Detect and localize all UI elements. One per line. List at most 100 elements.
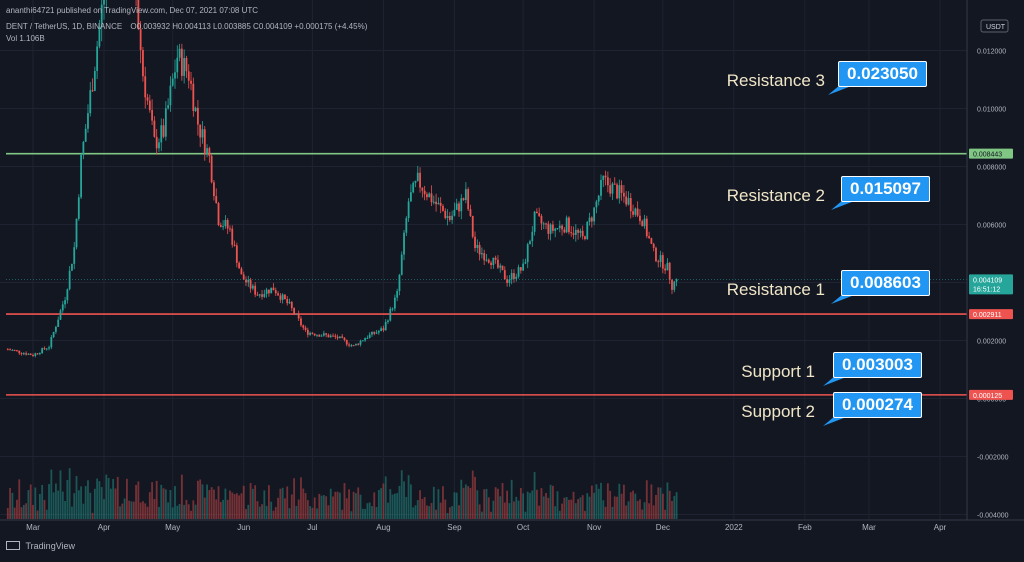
candle-body[interactable]: [137, 0, 140, 30]
candle-body[interactable]: [82, 141, 85, 155]
annotation-value-callout[interactable]: 0.003003: [833, 352, 922, 378]
candle-body[interactable]: [68, 270, 71, 290]
candle-body[interactable]: [568, 217, 570, 233]
candle-body[interactable]: [549, 224, 552, 234]
candle-body[interactable]: [426, 194, 428, 198]
candle-body[interactable]: [483, 253, 486, 261]
candle-body[interactable]: [261, 294, 263, 297]
candle-body[interactable]: [588, 217, 591, 222]
candle-body[interactable]: [485, 259, 488, 261]
candle-body[interactable]: [526, 244, 529, 263]
annotation-value-callout[interactable]: 0.000274: [833, 392, 922, 418]
candle-body[interactable]: [322, 333, 325, 336]
candle-body[interactable]: [510, 273, 513, 280]
candle-body[interactable]: [180, 48, 183, 76]
candle-body[interactable]: [515, 276, 518, 279]
candle-body[interactable]: [206, 148, 208, 155]
candle-body[interactable]: [6, 349, 9, 351]
candle-body[interactable]: [64, 300, 66, 305]
candle-body[interactable]: [382, 328, 385, 331]
candle-body[interactable]: [258, 294, 261, 296]
candle-body[interactable]: [302, 325, 305, 328]
candle-body[interactable]: [247, 279, 250, 283]
symbol-title[interactable]: DENT / TetherUS, 1D, BINANCE: [6, 22, 123, 31]
candle-body[interactable]: [419, 172, 421, 188]
candle-body[interactable]: [268, 289, 270, 294]
candle-body[interactable]: [453, 209, 456, 216]
candle-body[interactable]: [84, 128, 87, 142]
candle-body[interactable]: [542, 223, 545, 225]
candle-body[interactable]: [235, 245, 238, 263]
candle-body[interactable]: [213, 182, 215, 197]
tradingview-brand[interactable]: TradingView: [6, 541, 75, 551]
candle-body[interactable]: [293, 308, 295, 314]
candle-body[interactable]: [410, 192, 412, 202]
candle-body[interactable]: [309, 332, 312, 335]
candle-body[interactable]: [387, 320, 389, 322]
candle-body[interactable]: [506, 279, 508, 283]
candle-body[interactable]: [270, 287, 273, 294]
candle-body[interactable]: [384, 321, 387, 331]
candle-body[interactable]: [38, 353, 41, 355]
candle-body[interactable]: [664, 268, 667, 271]
candle-body[interactable]: [87, 113, 89, 129]
candle-body[interactable]: [36, 353, 39, 355]
candle-body[interactable]: [609, 185, 612, 194]
candle-body[interactable]: [217, 203, 220, 226]
candle-body[interactable]: [634, 208, 637, 215]
candle-body[interactable]: [93, 70, 96, 91]
candle-body[interactable]: [151, 109, 153, 121]
candle-body[interactable]: [547, 223, 550, 234]
candle-body[interactable]: [368, 334, 371, 338]
candle-body[interactable]: [66, 289, 69, 301]
candle-body[interactable]: [27, 353, 30, 355]
candle-body[interactable]: [400, 254, 403, 275]
candle-body[interactable]: [556, 228, 559, 230]
candle-body[interactable]: [219, 225, 222, 227]
candle-body[interactable]: [284, 294, 286, 300]
candle-body[interactable]: [613, 183, 616, 185]
candle-body[interactable]: [75, 218, 78, 248]
candle-body[interactable]: [623, 192, 625, 197]
candle-body[interactable]: [320, 335, 323, 337]
candle-body[interactable]: [478, 244, 481, 255]
candle-body[interactable]: [16, 350, 18, 352]
candle-body[interactable]: [508, 279, 511, 283]
candle-body[interactable]: [439, 202, 442, 206]
candle-body[interactable]: [380, 328, 383, 332]
candle-body[interactable]: [197, 107, 199, 125]
candle-body[interactable]: [286, 299, 289, 304]
candle-body[interactable]: [519, 267, 522, 271]
candle-body[interactable]: [281, 294, 284, 300]
candle-body[interactable]: [41, 348, 44, 354]
candle-body[interactable]: [167, 105, 170, 109]
candle-body[interactable]: [290, 302, 293, 309]
candle-body[interactable]: [146, 97, 149, 101]
candle-body[interactable]: [329, 335, 332, 338]
candle-body[interactable]: [581, 230, 584, 237]
candle-body[interactable]: [231, 228, 234, 245]
candle-body[interactable]: [632, 211, 634, 215]
candle-body[interactable]: [334, 335, 337, 337]
candle-body[interactable]: [469, 209, 472, 216]
candle-body[interactable]: [203, 129, 206, 155]
candle-body[interactable]: [11, 349, 14, 351]
candle-body[interactable]: [194, 107, 197, 111]
candle-body[interactable]: [464, 189, 467, 200]
candle-body[interactable]: [444, 210, 447, 219]
annotation-value-callout[interactable]: 0.015097: [841, 176, 930, 202]
candle-body[interactable]: [597, 195, 600, 202]
candle-body[interactable]: [471, 215, 474, 237]
candle-body[interactable]: [98, 26, 101, 47]
candle-body[interactable]: [279, 295, 282, 300]
candle-body[interactable]: [343, 337, 346, 340]
candle-body[interactable]: [476, 244, 479, 248]
candle-body[interactable]: [164, 108, 167, 137]
candle-body[interactable]: [455, 203, 458, 210]
candle-body[interactable]: [57, 319, 60, 327]
candle-body[interactable]: [226, 219, 229, 229]
candle-body[interactable]: [96, 46, 99, 71]
candle-body[interactable]: [318, 334, 321, 337]
candle-body[interactable]: [288, 302, 291, 304]
candle-body[interactable]: [272, 287, 275, 291]
